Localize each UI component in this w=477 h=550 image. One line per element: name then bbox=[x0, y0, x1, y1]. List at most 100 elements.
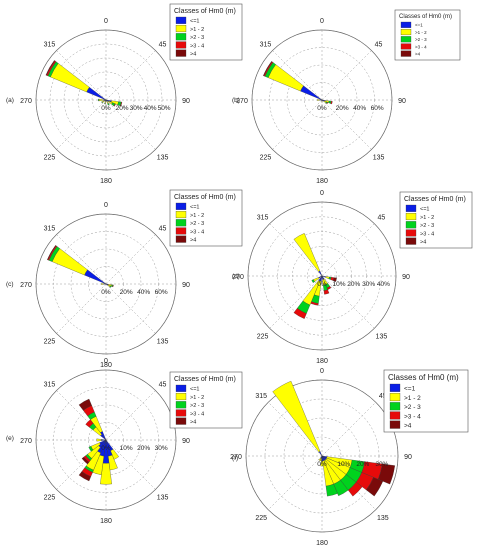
ring-label: 20% bbox=[356, 461, 369, 468]
grid-ring bbox=[262, 216, 382, 336]
legend-item-label: >2 - 3 bbox=[190, 35, 204, 41]
legend-swatch bbox=[400, 50, 412, 57]
direction-label: 180 bbox=[316, 178, 328, 185]
legend-item-label: >4 bbox=[190, 238, 196, 244]
legend-item-label: <=1 bbox=[420, 207, 429, 213]
ring-label: 60% bbox=[371, 105, 384, 112]
ring-label: 60% bbox=[155, 289, 168, 296]
ring-label: 20% bbox=[137, 445, 150, 452]
legend-swatch bbox=[400, 21, 412, 28]
legend-swatch bbox=[389, 393, 401, 402]
direction-label: 45 bbox=[159, 41, 167, 48]
sector-wedge bbox=[323, 289, 330, 295]
legend-item-label: >1 - 2 bbox=[420, 215, 434, 221]
direction-label: 225 bbox=[257, 333, 269, 340]
legend-item-label: <=1 bbox=[190, 387, 199, 393]
grid-spoke bbox=[269, 275, 323, 329]
direction-label: 0 bbox=[104, 358, 108, 365]
legend-item-label: >3 - 4 bbox=[190, 229, 204, 235]
direction-label: 90 bbox=[182, 282, 190, 289]
legend: Classes of Hm0 (m) <=1 >1 - 2 >2 - 3 >3 - 4 >… bbox=[383, 369, 469, 433]
direction-label: 0 bbox=[104, 18, 108, 25]
direction-label: 270 bbox=[20, 98, 32, 105]
legend-item-label: >3 - 4 bbox=[404, 413, 421, 420]
sector-wedge bbox=[318, 451, 323, 457]
direction-label: 135 bbox=[157, 155, 169, 162]
legend-item-label: >2 - 3 bbox=[190, 221, 204, 227]
legend-swatch bbox=[175, 33, 187, 41]
sector-wedge bbox=[318, 270, 323, 277]
legend-item-label: >3 - 4 bbox=[190, 411, 204, 417]
direction-label: 315 bbox=[44, 41, 56, 48]
legend: Classes of Hm0 (m) <=1 >1 - 2 >2 - 3 >3 - 4 >… bbox=[169, 189, 243, 247]
legend-swatch bbox=[175, 227, 187, 235]
legend-swatch bbox=[175, 401, 187, 409]
sector-wedge bbox=[86, 87, 107, 101]
legend-item-label: >2 - 3 bbox=[420, 223, 434, 229]
sector-wedge bbox=[330, 101, 333, 105]
direction-label: 270 bbox=[230, 454, 242, 461]
direction-label: 315 bbox=[255, 393, 267, 400]
direction-label: 135 bbox=[376, 333, 388, 340]
direction-label: 45 bbox=[159, 225, 167, 232]
sector-wedge bbox=[45, 60, 56, 76]
direction-label: 270 bbox=[236, 98, 248, 105]
legend-swatch bbox=[389, 411, 401, 420]
wind-rose-panel: 0 45 90 135 180 225 270 315 10% 20% 30% 0% (e) Classe… bbox=[6, 358, 243, 525]
legend-swatch bbox=[175, 41, 187, 49]
sector-wedge bbox=[81, 456, 90, 465]
sector-wedge bbox=[325, 276, 330, 280]
ring-label: 40% bbox=[377, 281, 390, 288]
direction-label: 315 bbox=[44, 225, 56, 232]
legend-swatch bbox=[175, 409, 187, 417]
legend-swatch bbox=[175, 417, 187, 425]
direction-label: 0 bbox=[320, 368, 324, 375]
sector-wedge bbox=[293, 308, 307, 319]
legend-swatch bbox=[400, 43, 412, 50]
legend-item-label: >2 - 3 bbox=[190, 403, 204, 409]
ring-label: 0% bbox=[317, 461, 327, 468]
direction-label: 180 bbox=[100, 362, 112, 369]
direction-label: 135 bbox=[157, 339, 169, 346]
grid-ring bbox=[70, 248, 142, 320]
legend-swatch bbox=[389, 420, 401, 429]
legend-item-label: >1 - 2 bbox=[190, 213, 204, 219]
legend-swatch bbox=[175, 49, 187, 57]
ring-label: 40% bbox=[137, 289, 150, 296]
ring-label: 30% bbox=[362, 281, 375, 288]
direction-label: 45 bbox=[159, 381, 167, 388]
legend: Classes of Hm0 (m) <=1 >1 - 2 >2 - 3 >3 - 4 >… bbox=[394, 9, 461, 61]
direction-label: 45 bbox=[379, 393, 387, 400]
sector-wedge bbox=[78, 398, 92, 411]
panel-label: (b) bbox=[232, 97, 240, 104]
legend-title: Classes of Hm0 (m) bbox=[174, 194, 236, 201]
sector-wedge bbox=[311, 279, 315, 283]
legend-title: Classes of Hm0 (m) bbox=[404, 196, 466, 203]
outer-ring bbox=[245, 379, 399, 533]
grid-spoke bbox=[105, 50, 156, 101]
legend-title: Classes of Hm0 (m) bbox=[174, 376, 236, 383]
wind-rose-panel: 0 45 90 135 180 225 270 315 20% 40% 60% 0% (c) Classe… bbox=[6, 189, 243, 369]
direction-label: 45 bbox=[375, 41, 383, 48]
ring-label: 10% bbox=[120, 445, 133, 452]
ring-label: 0% bbox=[317, 281, 327, 288]
sector-wedge bbox=[293, 233, 321, 272]
legend-item-label: >4 bbox=[415, 52, 421, 57]
sector-wedge bbox=[109, 285, 112, 288]
grid-ring bbox=[70, 404, 142, 476]
grid-spoke bbox=[268, 402, 323, 457]
legend-item-label: >4 bbox=[420, 240, 426, 246]
sector-wedge bbox=[326, 102, 329, 105]
direction-label: 180 bbox=[100, 178, 112, 185]
wind-rose-panel: 0 45 90 135 180 225 270 315 20% 30% 40% 50% 0% (a) Cla… bbox=[6, 3, 243, 185]
legend-swatch bbox=[389, 383, 401, 392]
legend-item-label: <=1 bbox=[190, 205, 199, 211]
sector-wedge bbox=[96, 438, 102, 442]
sector-wedge bbox=[84, 269, 107, 285]
sector-wedge bbox=[318, 457, 322, 461]
ring-label: 30% bbox=[130, 105, 143, 112]
sector-wedge bbox=[104, 103, 106, 105]
panel-label: (f) bbox=[232, 455, 238, 462]
sector-wedge bbox=[332, 277, 337, 282]
